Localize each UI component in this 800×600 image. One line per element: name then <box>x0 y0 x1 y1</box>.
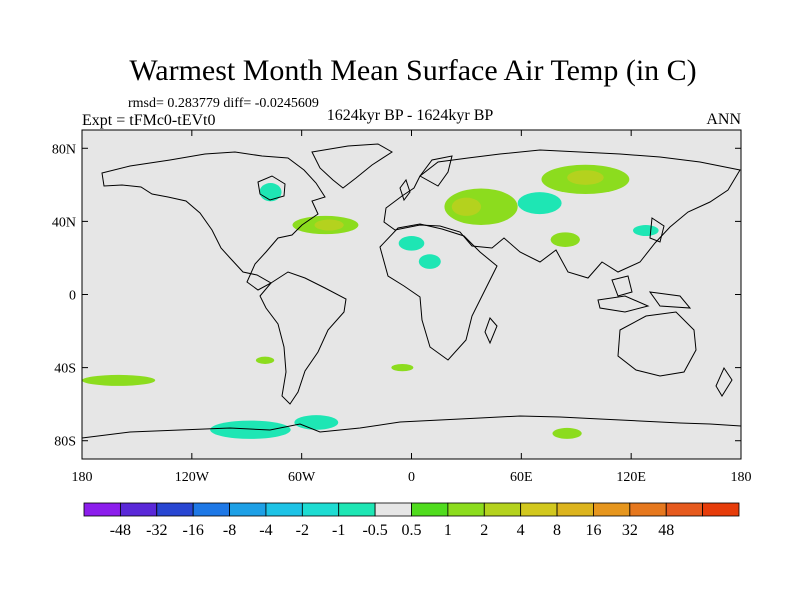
coast-madagascar <box>484 317 498 345</box>
anomaly-region <box>550 232 580 247</box>
anomaly-region <box>398 236 425 251</box>
colorbar-swatch <box>229 502 267 517</box>
x-tick-label: 120E <box>616 470 646 485</box>
experiment-label: Expt = tFMc0-tEVt0 <box>82 112 215 129</box>
colorbar-label: -48 <box>110 522 131 539</box>
colorbar-label: -16 <box>183 522 204 539</box>
coast-scandinavia <box>419 155 453 187</box>
anomaly-region <box>391 363 414 372</box>
anomaly-region <box>210 420 291 439</box>
colorbar-label: -8 <box>223 522 236 539</box>
colorbar-swatch <box>520 502 558 517</box>
stats-line: rmsd= 0.283779 diff= -0.0245609 <box>128 96 319 111</box>
coast-british-isles <box>399 178 411 202</box>
coast-indonesia <box>597 295 650 313</box>
colorbar-swatch <box>338 502 376 517</box>
y-tick-label: 80S <box>54 435 76 450</box>
coastlines <box>81 143 742 439</box>
coast-antarctica <box>81 415 742 439</box>
colorbar-label: 16 <box>585 522 601 539</box>
colorbar-swatch <box>156 502 194 517</box>
colorbar-swatch <box>447 502 485 517</box>
coast-new-zealand <box>715 366 733 397</box>
colorbar-swatch <box>83 502 121 517</box>
coast-greenland <box>311 143 393 189</box>
colorbar-swatch <box>374 502 412 517</box>
coast-australia <box>617 311 697 377</box>
anomaly-region <box>418 254 441 269</box>
colorbar-swatch <box>265 502 303 517</box>
coast-hudson-bay <box>257 175 286 201</box>
colorbar: -48 -32 -16 -8 -4 -2 -1 -0.5 0.5 1 2 4 8 16 32 48 <box>83 502 740 539</box>
colorbar-label: 48 <box>658 522 674 539</box>
x-axis: 180 120W 60W 0 60E 120E 180 <box>72 130 752 485</box>
colorbar-label: -2 <box>296 522 309 539</box>
colorbar-swatch <box>119 502 158 517</box>
colorbar-swatch <box>593 502 631 517</box>
x-tick-label: 60W <box>288 470 316 485</box>
map-background <box>82 130 741 459</box>
colorbar-swatch <box>411 502 449 517</box>
colorbar-label: 2 <box>480 522 488 539</box>
colorbar-label: -32 <box>146 522 167 539</box>
y-tick-label: 40N <box>52 215 76 230</box>
anomaly-region <box>294 415 339 430</box>
coast-north-america <box>101 151 326 291</box>
x-tick-label: 180 <box>72 470 93 485</box>
coast-south-america <box>259 271 347 405</box>
colorbar-label: 32 <box>622 522 638 539</box>
colorbar-label: -4 <box>259 522 272 539</box>
y-tick-label: 80N <box>52 142 76 157</box>
coast-new-guinea <box>648 291 692 309</box>
anomaly-region <box>552 427 582 439</box>
anomaly-region <box>259 183 282 202</box>
anomaly-region <box>255 356 275 364</box>
coast-eurasia <box>383 149 741 279</box>
colorbar-swatch <box>301 502 340 517</box>
coast-japan <box>649 217 665 243</box>
season-label: ANN <box>706 111 741 128</box>
x-tick-label: 60E <box>510 470 533 485</box>
coast-africa <box>379 223 498 361</box>
colorbar-swatch <box>702 502 740 517</box>
anomaly-region <box>451 197 482 216</box>
y-tick-label: 40S <box>54 362 76 377</box>
anomaly-region <box>567 170 604 185</box>
colorbar-label: -1 <box>332 522 345 539</box>
x-tick-label: 180 <box>731 470 752 485</box>
coast-borneo <box>611 275 633 297</box>
anomaly-region <box>632 225 659 237</box>
x-tick-label: 0 <box>408 470 415 485</box>
colorbar-label: -0.5 <box>362 522 387 539</box>
map-panel: 180 120W 60W 0 60E 120E 180 80N 40N 0 40S 80S <box>52 129 752 485</box>
colorbar-label: 8 <box>553 522 561 539</box>
anomaly-region <box>314 219 344 231</box>
anomaly-region <box>517 192 562 215</box>
colorbar-swatch <box>192 502 230 517</box>
colorbar-label: 0.5 <box>402 522 422 539</box>
colorbar-swatch <box>483 502 522 517</box>
anomaly-region <box>82 374 156 386</box>
colorbar-swatch <box>556 502 594 517</box>
y-axis: 80N 40N 0 40S 80S <box>52 142 741 450</box>
colorbar-swatch <box>665 502 704 517</box>
x-tick-label: 120W <box>175 470 210 485</box>
y-tick-label: 0 <box>69 289 76 304</box>
period-label: 1624kyr BP - 1624kyr BP <box>327 107 494 124</box>
colorbar-swatch <box>629 502 667 517</box>
chart-title: Warmest Month Mean Surface Air Temp (in … <box>129 54 696 87</box>
colorbar-label: 4 <box>517 522 525 539</box>
colorbar-label: 1 <box>444 522 452 539</box>
